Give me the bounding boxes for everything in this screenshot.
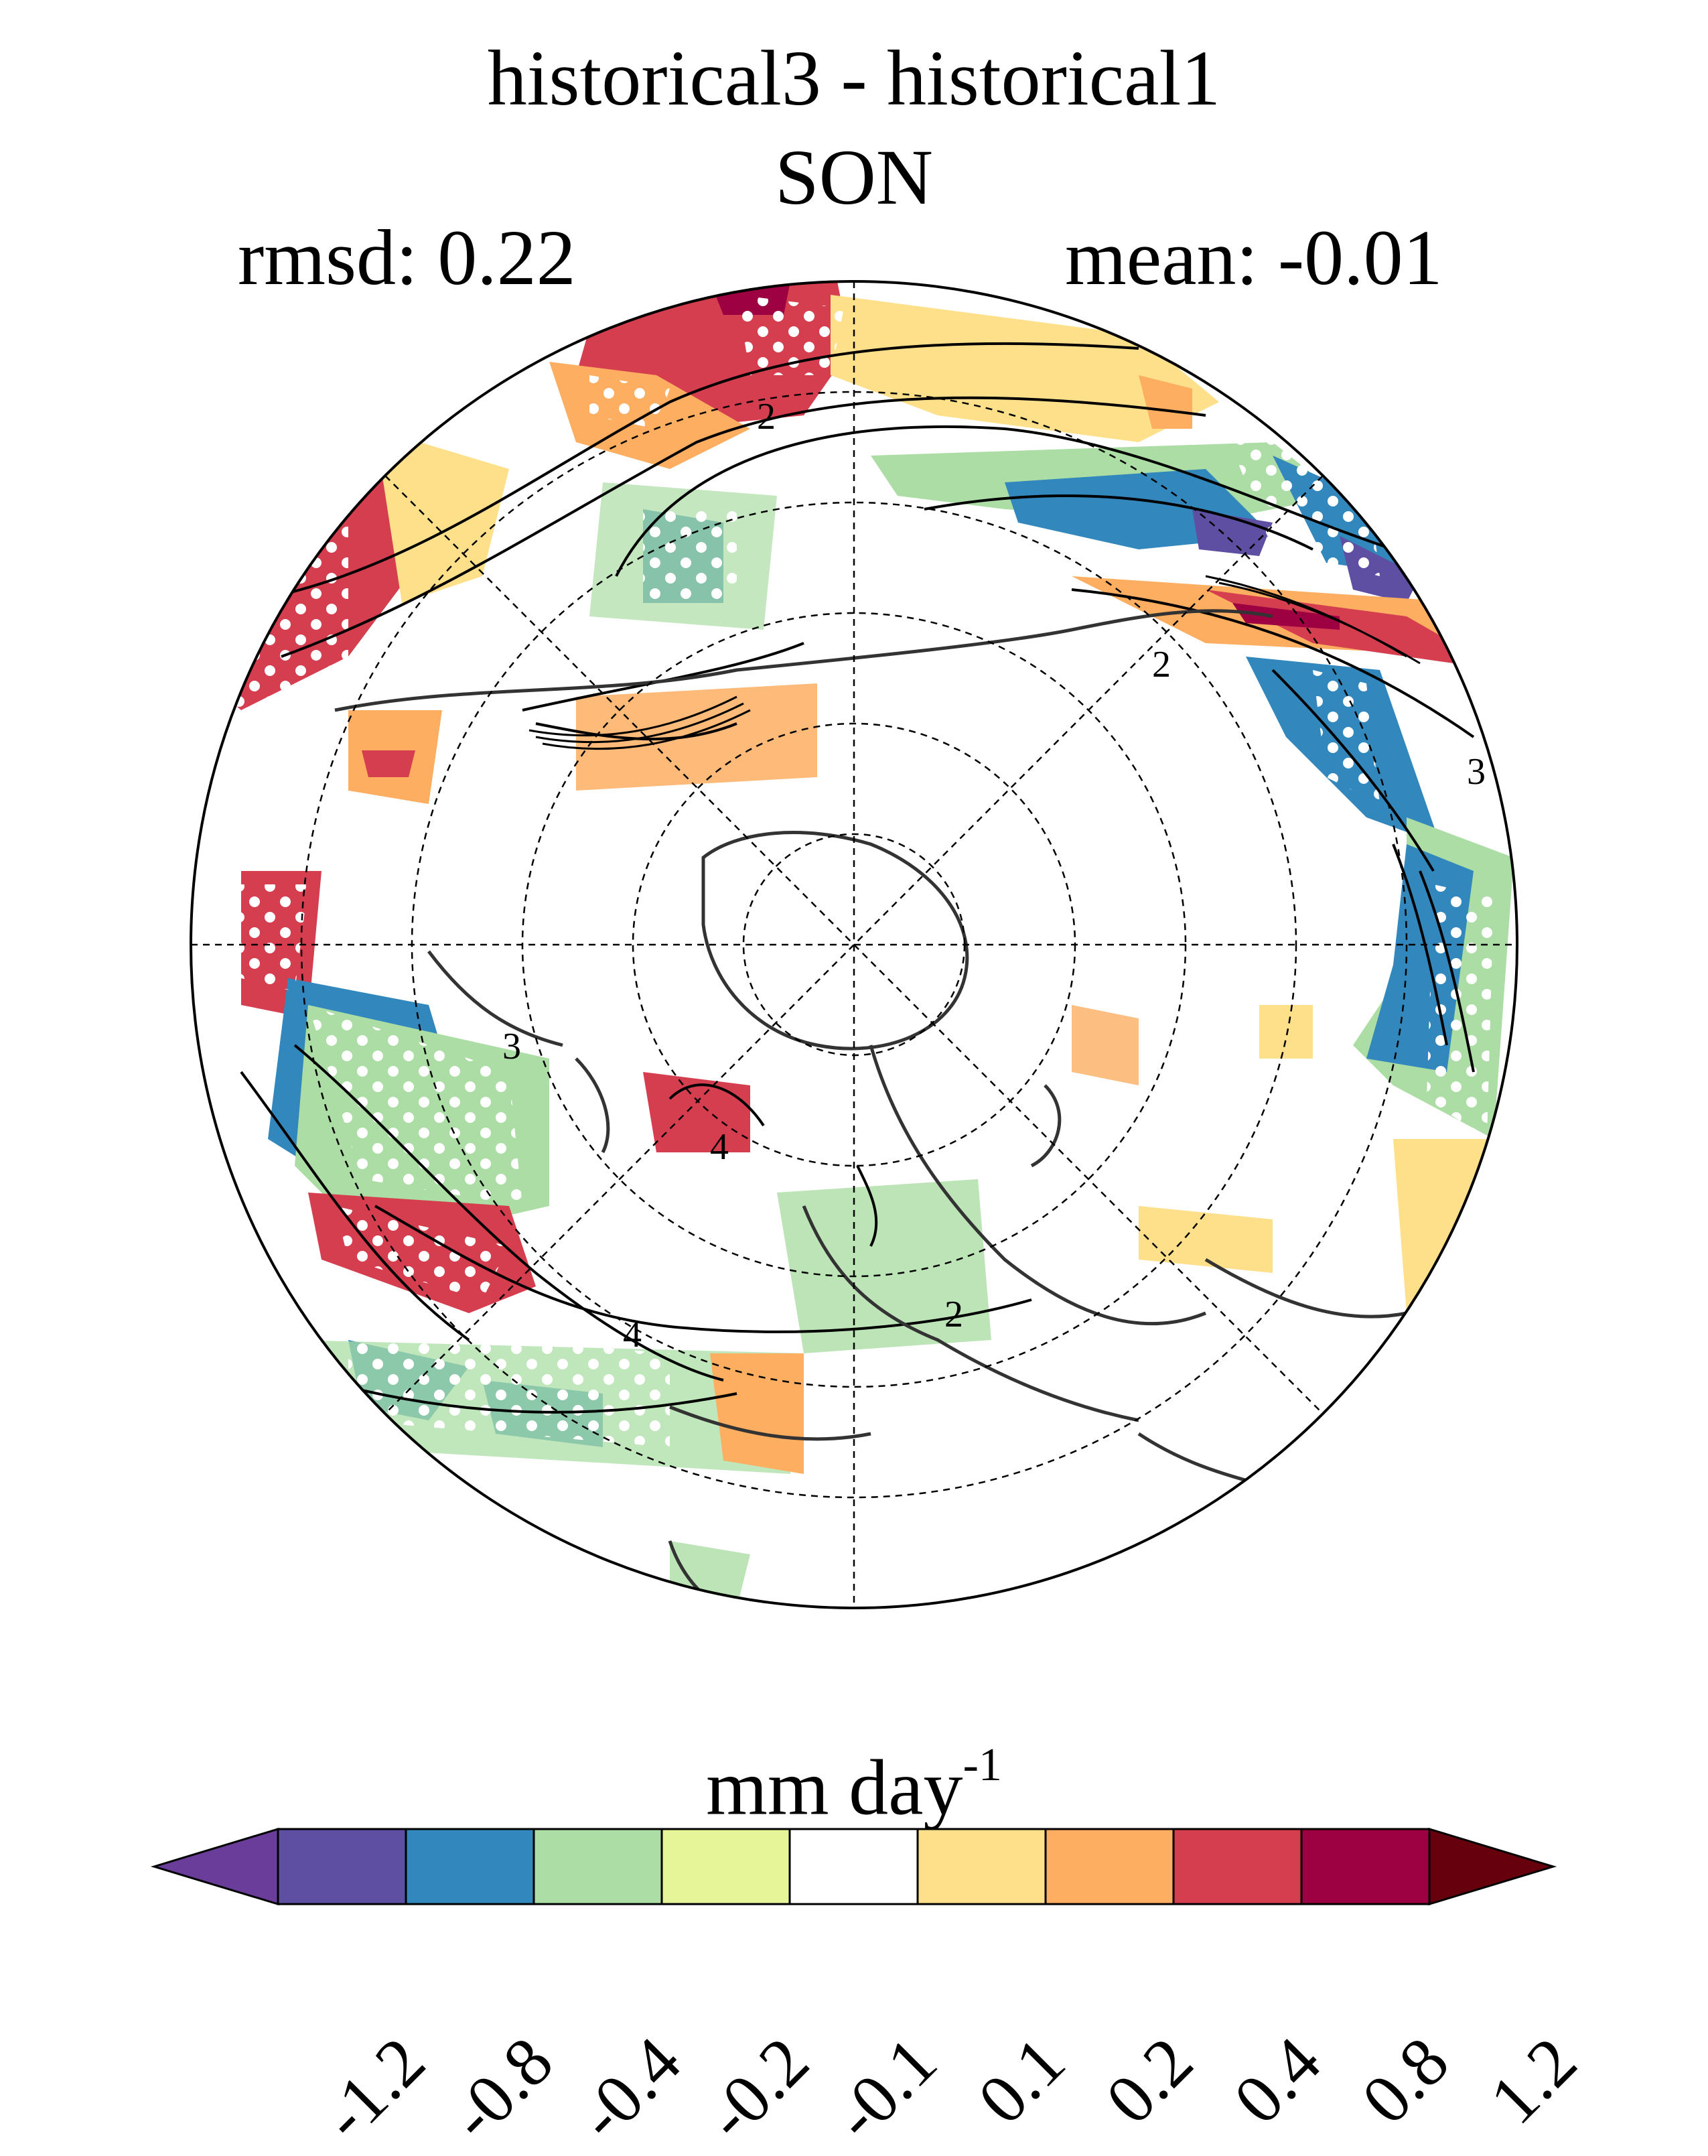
graticule <box>191 281 1517 1608</box>
colorbar-tick-label: 0.8 <box>1347 2022 1464 2139</box>
colorbar-tick-label: -0.2 <box>691 2022 824 2155</box>
colorbar-tick-label: 0.2 <box>1091 2022 1208 2139</box>
mean-stat: mean: -0.01 <box>1065 214 1443 301</box>
map-boundary <box>190 280 1518 1609</box>
colorbar-tick-label: -1.2 <box>307 2022 440 2155</box>
season-label: SON <box>774 133 934 221</box>
colorbar-box <box>532 1828 663 1905</box>
rmsd-stat: rmsd: 0.22 <box>238 214 576 301</box>
colorbar-box <box>405 1828 535 1905</box>
colorbar-tick-label: 1.2 <box>1475 2022 1591 2139</box>
colorbar-tick-label: 0.1 <box>963 2022 1080 2139</box>
colorbar-arrow-low <box>150 1827 279 1906</box>
colorbar-box <box>277 1828 407 1905</box>
contour-label: 4 <box>623 1314 642 1355</box>
colorbar-tick-label: 0.4 <box>1219 2022 1336 2139</box>
colorbar-tick-label: -0.8 <box>435 2022 568 2155</box>
contour-label: 2 <box>944 1294 963 1335</box>
contour-label: 2 <box>757 396 776 437</box>
contour-label: 3 <box>502 1026 521 1067</box>
contour-label: 3 <box>1467 751 1486 793</box>
colorbar <box>150 1827 1557 1906</box>
colorbar-tick-label: -0.1 <box>819 2022 952 2155</box>
map-title: historical3 - historical1 <box>487 34 1221 122</box>
coastlines <box>334 609 1517 1608</box>
colorbar-box <box>660 1828 791 1905</box>
polar-map: 2 2 3 4 2 3 4 <box>190 280 1518 1609</box>
colorbar-box <box>1044 1828 1175 1905</box>
climatology-contours <box>240 342 1475 1414</box>
colorbar-box <box>1172 1828 1303 1905</box>
contour-label: 4 <box>710 1126 729 1168</box>
colorbar-box <box>1300 1828 1431 1905</box>
colorbar-arrow-high <box>1428 1827 1557 1906</box>
colorbar-tick-label: -0.4 <box>563 2022 696 2155</box>
colorbar-units: mm day-1 <box>706 1739 1002 1832</box>
dense-contour-band <box>528 575 1421 750</box>
contour-label: 2 <box>1152 644 1171 685</box>
colorbar-box <box>916 1828 1047 1905</box>
colorbar-box <box>788 1828 919 1905</box>
